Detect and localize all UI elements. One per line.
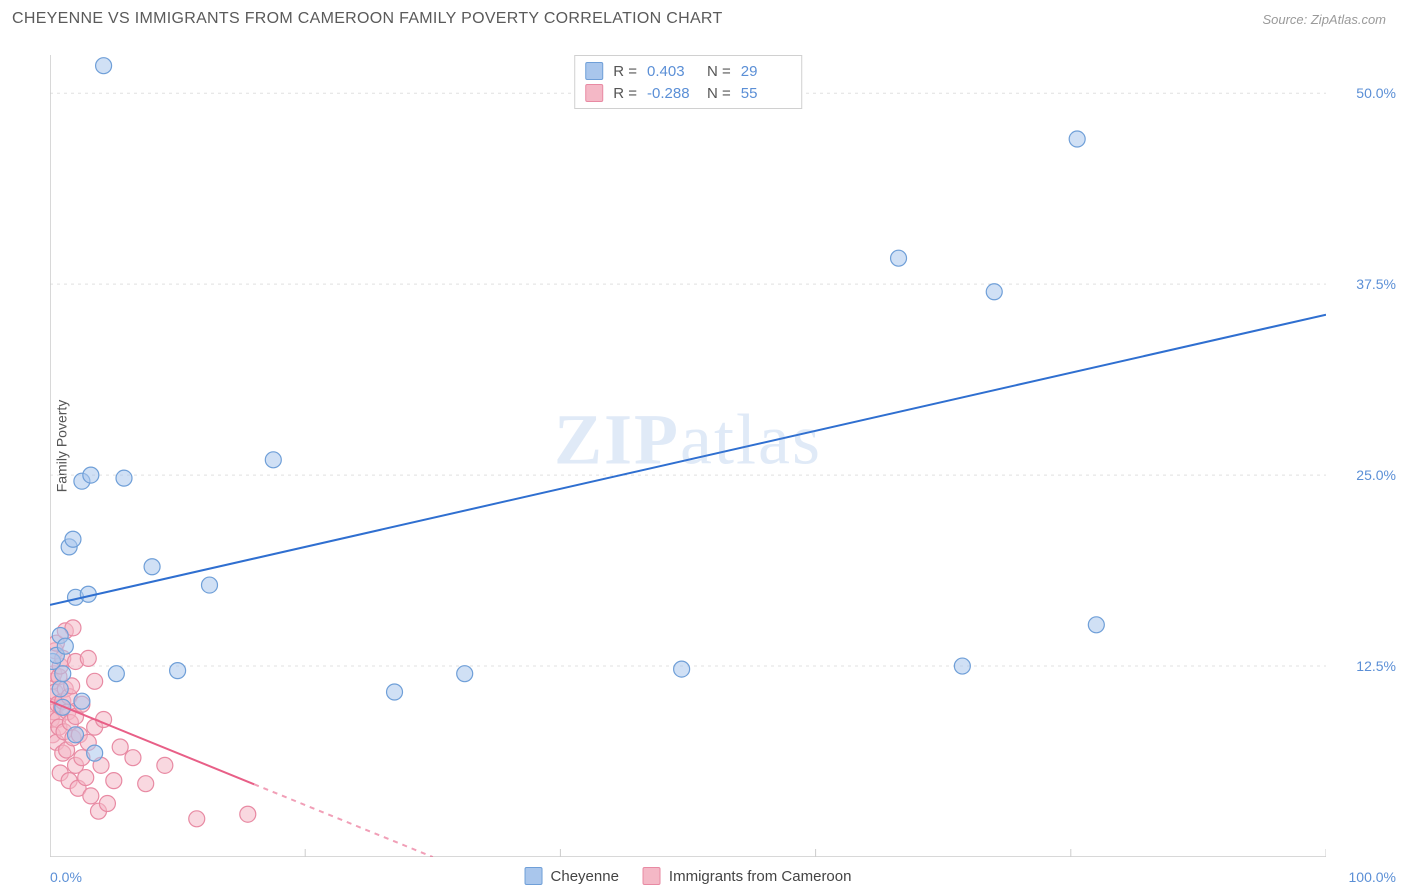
y-tick-label: 25.0%: [1356, 467, 1396, 483]
correlation-legend: R = 0.403 N = 29 R = -0.288 N = 55: [574, 55, 802, 109]
n-value-cameroon: 55: [741, 85, 791, 102]
x-tick-label: 0.0%: [50, 869, 82, 885]
swatch-icon: [643, 867, 661, 885]
r-value-cheyenne: 0.403: [647, 63, 697, 80]
y-tick-label: 12.5%: [1356, 658, 1396, 674]
chart-container: ZIPatlas R = 0.403 N = 29 R = -0.288 N =…: [50, 55, 1326, 857]
x-tick-label: 100.0%: [1349, 869, 1396, 885]
chart-title: CHEYENNE VS IMMIGRANTS FROM CAMEROON FAM…: [12, 10, 723, 28]
source-attribution: Source: ZipAtlas.com: [1262, 12, 1386, 27]
legend-row-cheyenne: R = 0.403 N = 29: [585, 60, 791, 82]
swatch-cheyenne: [585, 62, 603, 80]
swatch-cameroon: [585, 84, 603, 102]
legend-item-cheyenne: Cheyenne: [525, 867, 619, 885]
y-tick-label: 50.0%: [1356, 85, 1396, 101]
y-tick-label: 37.5%: [1356, 276, 1396, 292]
chart-header: CHEYENNE VS IMMIGRANTS FROM CAMEROON FAM…: [0, 0, 1406, 38]
legend-row-cameroon: R = -0.288 N = 55: [585, 82, 791, 104]
n-value-cheyenne: 29: [741, 63, 791, 80]
series-legend: Cheyenne Immigrants from Cameroon: [525, 867, 852, 885]
r-value-cameroon: -0.288: [647, 85, 697, 102]
legend-item-cameroon: Immigrants from Cameroon: [643, 867, 852, 885]
swatch-icon: [525, 867, 543, 885]
scatter-plot: [50, 55, 1326, 857]
